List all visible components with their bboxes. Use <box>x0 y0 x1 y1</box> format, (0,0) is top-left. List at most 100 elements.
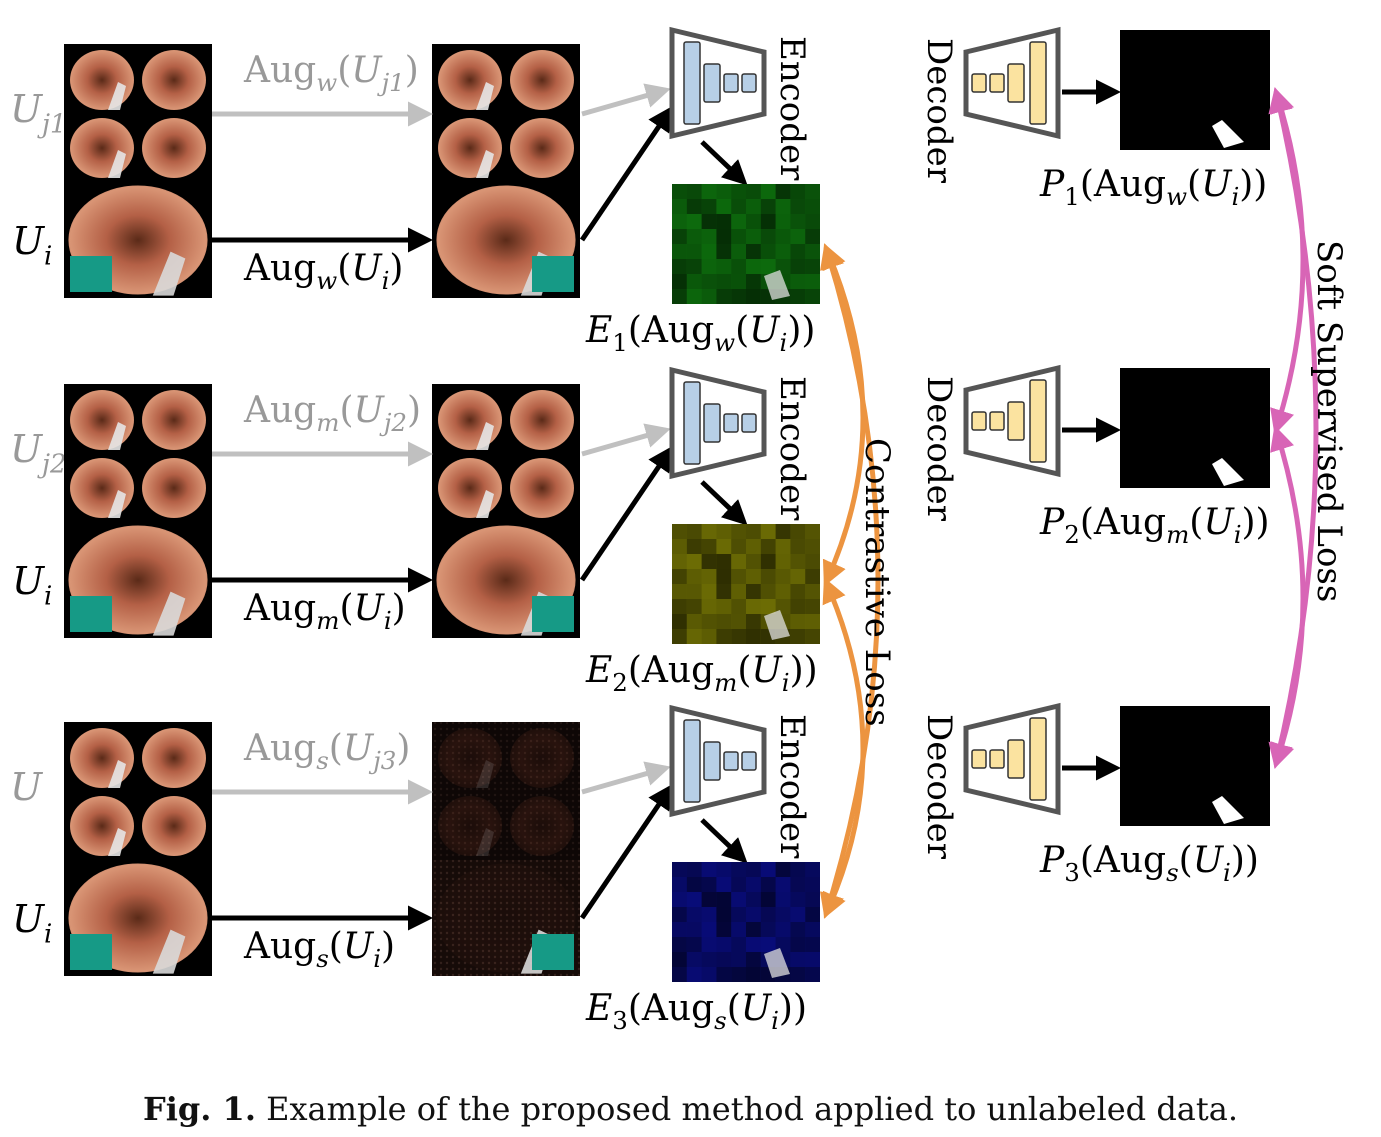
heatmap-cell <box>731 289 746 304</box>
heatmap-cell <box>672 274 687 289</box>
heatmap-cell <box>805 892 820 907</box>
heatmap-cell <box>701 214 717 229</box>
heatmap-cell <box>760 184 776 199</box>
heatmap-cell <box>686 877 702 892</box>
batch-label: Uj1 <box>10 87 66 140</box>
heatmap-cell <box>731 244 746 259</box>
heatmap-cell <box>805 199 820 214</box>
heatmap-cell <box>686 274 702 289</box>
heatmap-cell <box>805 922 820 937</box>
layer-block <box>741 73 757 93</box>
instrument <box>108 82 126 110</box>
heatmap-cell <box>686 569 702 584</box>
heatmap-cell <box>701 229 717 244</box>
sample-image <box>64 522 212 638</box>
heatmap-cell <box>775 907 791 922</box>
heatmap-cell <box>686 184 702 199</box>
heatmap-cell <box>701 524 717 539</box>
row-1: Uj1 Ui Augw(Uj1) Augw(Ui) Encoder E1(Augw(Ui)… <box>10 26 820 357</box>
contrastive-loss-label: Contrastive Loss <box>857 438 897 727</box>
heatmap-cell <box>790 922 806 937</box>
heatmap-cell <box>731 937 746 952</box>
thumbnail <box>70 118 134 178</box>
mask-background <box>1120 706 1270 826</box>
heatmap-cell <box>790 569 806 584</box>
heatmap-cell <box>672 244 687 259</box>
heatmap-cell <box>701 199 717 214</box>
instrument <box>476 490 494 518</box>
decoder <box>963 702 1061 816</box>
heatmap-cell <box>686 599 702 614</box>
sample-label: Ui <box>12 219 52 272</box>
heatmap-cell <box>672 259 687 274</box>
batch-image-grid <box>64 722 212 862</box>
heatmap-cell <box>760 244 776 259</box>
heatmap-cell <box>805 952 820 967</box>
embedding-label: E2(Augm(Ui)) <box>585 650 818 697</box>
decoder-label: Decoder <box>919 38 959 184</box>
heatmap-cell <box>790 244 806 259</box>
instrument <box>108 150 126 178</box>
heatmap-cell <box>716 862 732 877</box>
heatmap-cell <box>790 539 806 554</box>
heatmap-cell <box>760 937 776 952</box>
heatmap-cell <box>686 214 702 229</box>
layer-block <box>683 381 701 465</box>
heatmap-cell <box>746 244 761 259</box>
heatmap-cell <box>790 967 806 982</box>
heatmap-cell <box>746 629 761 644</box>
prediction-label: P1(Augw(Ui)) <box>1039 164 1267 211</box>
prediction-label: P3(Augs(Ui)) <box>1039 840 1259 887</box>
heatmap-cell <box>686 952 702 967</box>
heatmap-cell <box>805 569 820 584</box>
encoder <box>669 366 767 480</box>
heatmap-cell <box>716 952 732 967</box>
thumbnail <box>142 118 206 178</box>
layer-block <box>703 403 721 443</box>
layer-block <box>723 73 739 93</box>
sample-aug-label: Augm(Ui) <box>243 588 406 635</box>
heatmap-cell <box>731 952 746 967</box>
heatmap-cell <box>716 289 732 304</box>
thumbnail <box>510 458 574 518</box>
instrument <box>108 760 126 788</box>
heatmap-cell <box>760 877 776 892</box>
heatmap-cell <box>686 967 702 982</box>
encoder-label: Encoder <box>772 714 812 859</box>
heatmap-cell <box>716 554 732 569</box>
feature-highlight <box>764 270 790 300</box>
heatmap-cell <box>716 259 732 274</box>
heatmap-cell <box>805 259 820 274</box>
heatmap-cell <box>731 614 746 629</box>
embedding-heatmap <box>672 862 820 982</box>
thumbnail <box>142 50 206 110</box>
heatmap-cell <box>731 214 746 229</box>
heatmap-cell <box>775 259 791 274</box>
instrument <box>476 82 494 110</box>
heatmap-cell <box>805 214 820 229</box>
encoder-embedding-arrow <box>700 140 748 186</box>
embedding-heatmap <box>672 524 820 644</box>
heatmap-cell <box>746 569 761 584</box>
thumbnail <box>510 118 574 178</box>
heatmap-cell <box>716 569 732 584</box>
heatmap-cell <box>731 554 746 569</box>
heatmap-cell <box>701 584 717 599</box>
heatmap-cell <box>731 524 746 539</box>
heatmap-cell <box>731 274 746 289</box>
heatmap-cell <box>790 892 806 907</box>
layer-block <box>741 751 757 771</box>
heatmap-cell <box>790 229 806 244</box>
heatmap-cell <box>746 937 761 952</box>
decoder-branch-3: Decoder P3(Augs(Ui)) <box>919 702 1270 887</box>
supervised-arrow-1-3 <box>1268 87 1319 769</box>
batch-label: U <box>10 765 44 809</box>
heatmap-cell <box>746 199 761 214</box>
decoder-branch-2: Decoder P2(Augm(Ui)) <box>919 364 1270 549</box>
heatmap-cell <box>686 554 702 569</box>
layer-block <box>989 749 1005 769</box>
heatmap-cell <box>746 922 761 937</box>
instrument <box>108 828 126 856</box>
sample-label: Ui <box>12 559 52 612</box>
heatmap-cell <box>805 229 820 244</box>
